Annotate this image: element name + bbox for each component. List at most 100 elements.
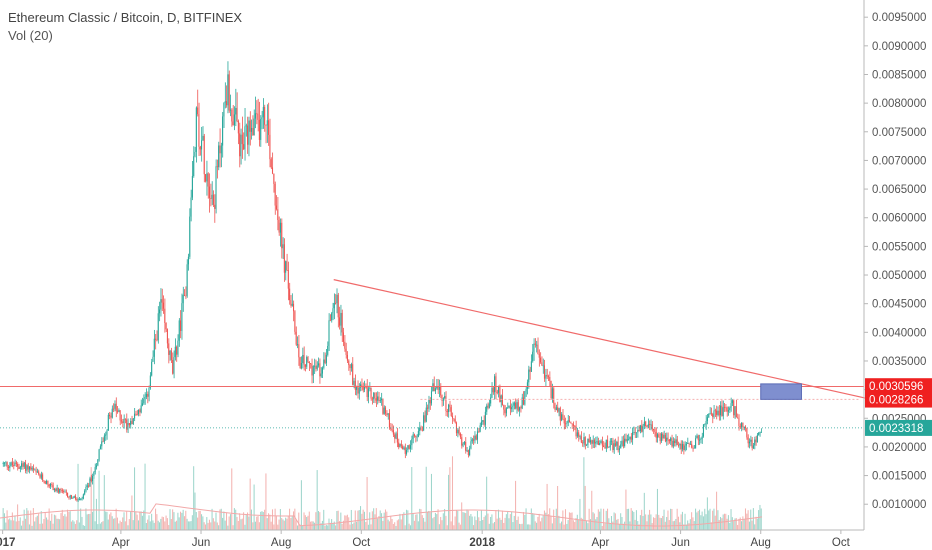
candle-body (101, 441, 103, 447)
volume-bar (81, 516, 83, 530)
candle-body (676, 439, 678, 446)
volume-bar (574, 522, 576, 530)
volume-bar (67, 509, 69, 530)
candle-body (290, 300, 292, 306)
candle-body (674, 440, 676, 444)
candle-body (532, 351, 534, 362)
volume-bar (135, 511, 137, 530)
candle-body (324, 359, 326, 363)
candle-body (562, 414, 564, 420)
candle-body (697, 435, 699, 441)
candle-body (375, 398, 377, 401)
candle-body (572, 424, 574, 426)
volume-bar (536, 522, 538, 530)
volume-bar (417, 521, 419, 530)
candle-body (11, 462, 13, 466)
candle-body (474, 435, 476, 441)
volume-bar (500, 519, 502, 530)
candle-body (57, 487, 59, 493)
time-axis[interactable]: 2017 Apr Jun Aug Oct 2018 Apr Jun Aug Oct (0, 529, 864, 549)
candle-body (620, 444, 622, 449)
volume-bar (542, 515, 544, 530)
volume-bar (692, 517, 694, 530)
candle-body (476, 431, 478, 440)
symbol-title[interactable]: Ethereum Classic / Bitcoin, D, BITFINEX (8, 10, 243, 25)
candle-body (748, 441, 750, 444)
candle-body (638, 429, 640, 431)
volume-bar (478, 517, 480, 530)
volume-bar (265, 473, 267, 530)
volume-bar (332, 523, 334, 530)
candle-body (534, 343, 536, 345)
candle-body (60, 488, 62, 490)
volume-bar (137, 520, 140, 530)
volume-bar (626, 508, 628, 530)
candle-body (759, 432, 761, 434)
volume-bar (165, 515, 167, 530)
volume-bar (451, 456, 454, 530)
volume-bar (679, 522, 681, 530)
candle-body (48, 484, 50, 487)
candle-body (612, 440, 614, 451)
candle-body (114, 403, 116, 409)
candle-body (482, 420, 484, 422)
candle-body (282, 244, 284, 249)
candle-body (194, 151, 196, 157)
candle-body (472, 439, 475, 441)
candle-body (195, 107, 197, 152)
price-tick-label: 0.0090000 (872, 41, 926, 53)
candle-body (595, 441, 597, 444)
volume-bar (354, 510, 356, 530)
volume-bar (476, 510, 478, 530)
volume-bar (748, 521, 750, 530)
candle-body (300, 363, 302, 369)
candle-body (739, 426, 741, 428)
candle-body (35, 469, 37, 473)
price-tick-label: 0.0075000 (872, 127, 926, 139)
price-axis[interactable]: 0.0095000 0.0090000 0.0085000 0.0080000 0.00… (863, 0, 926, 530)
volume-ma-line (0, 503, 763, 527)
candle-body (152, 356, 154, 362)
volume-bar (553, 509, 555, 530)
volume-bar (346, 514, 348, 530)
volume-bar (178, 517, 180, 530)
candle-body (584, 437, 586, 446)
candle-body (55, 489, 57, 491)
candle-body (353, 380, 355, 385)
volume-bar (316, 470, 318, 530)
volume-bar (420, 509, 422, 530)
candle-body (634, 432, 636, 434)
volume-bar (19, 517, 21, 530)
candle-body (727, 410, 729, 412)
volume-bar (198, 510, 200, 530)
volume-bar (321, 520, 323, 530)
candle-body (21, 463, 23, 467)
candle-body (512, 405, 514, 408)
volume-bar (84, 525, 86, 530)
candle-body (140, 405, 142, 413)
candle-body (488, 403, 490, 408)
candle-body (545, 375, 547, 379)
candle-body (524, 391, 526, 405)
candle-body (610, 440, 612, 442)
candle-body (249, 120, 251, 132)
volume-bar (561, 521, 563, 530)
candle-body (549, 377, 551, 381)
volume-bar (705, 514, 707, 530)
candle-body (160, 299, 162, 310)
candle-body (605, 439, 607, 449)
volume-bar (199, 510, 201, 530)
volume-bar (164, 521, 166, 530)
volume-bar (345, 515, 347, 530)
volume-bar (106, 511, 108, 530)
volume-bar (366, 477, 368, 530)
candle-body (687, 442, 689, 444)
volume-bar (182, 509, 184, 530)
candle-body (373, 392, 375, 400)
candle-body (457, 429, 459, 434)
volume-bar (462, 512, 464, 530)
volume-bar (367, 524, 369, 530)
volume-indicator-label[interactable]: Vol (20) (8, 28, 53, 43)
volume-bar (543, 510, 545, 530)
